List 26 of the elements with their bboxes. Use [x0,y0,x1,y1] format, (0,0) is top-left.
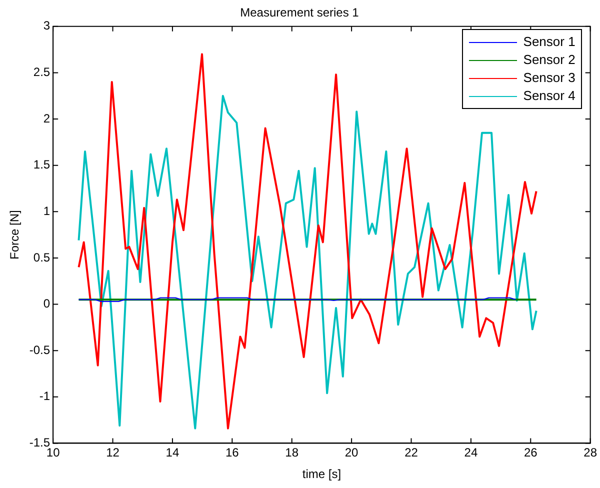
x-tick-label: 16 [225,446,240,460]
x-tick-label: 28 [584,446,598,460]
x-tick-label: 20 [344,446,359,460]
y-tick-label: 2 [43,111,50,126]
y-tick-label: 1.5 [33,158,50,172]
legend-label: Sensor 2 [523,51,576,70]
y-tick-label: 2.5 [33,65,50,80]
legend-label: Sensor 1 [523,33,576,52]
y-tick-label: 0 [43,296,50,311]
x-tick-label: 18 [285,446,299,460]
y-tick-label: -0.5 [29,342,50,357]
x-tick-label: 26 [524,446,538,460]
x-tick-label: 24 [464,446,478,460]
legend-label: Sensor 4 [523,87,576,106]
y-tick-label: 0.5 [33,250,50,264]
x-axis-title: time [s] [302,467,342,482]
x-tick-label: 10 [46,446,60,460]
x-tick-label: 12 [106,446,120,460]
chart-title: Measurement series 1 [240,6,360,20]
y-tick-label: -1 [39,389,50,404]
y-axis-title: Force [N] [8,210,22,260]
legend-label: Sensor 3 [523,69,576,88]
y-tick-label: 3 [43,18,50,33]
x-tick-label: 14 [166,446,180,460]
y-tick-label: 1 [43,204,50,218]
x-tick-label: 22 [404,446,418,460]
